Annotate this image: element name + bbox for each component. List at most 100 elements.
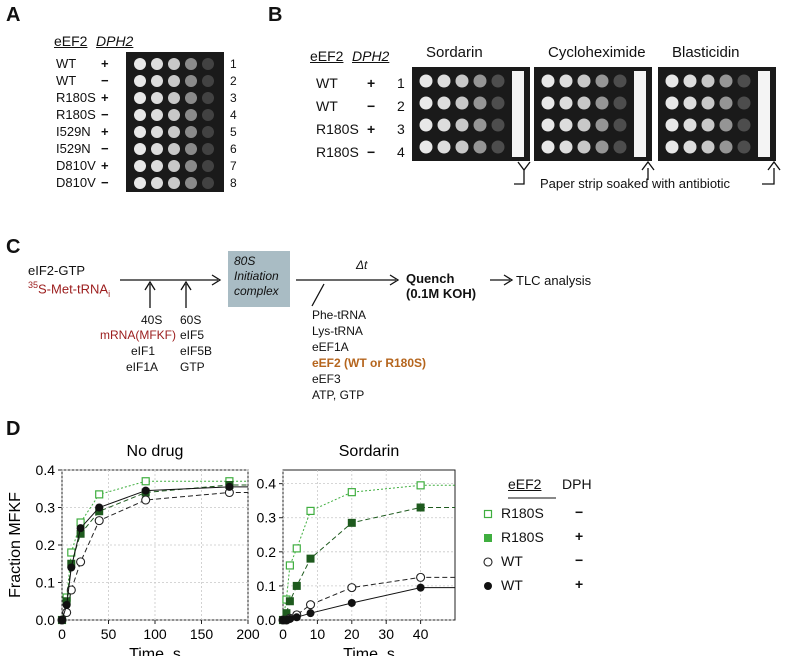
plate-title-cycloheximide: Cycloheximide [548,44,646,61]
chart-point-open-square [95,490,104,499]
yeast-spot [559,74,573,88]
panel-a-row-number: 8 [230,176,237,190]
panel-a-letter: A [6,4,21,26]
chart-point-filled-circle [76,524,85,533]
yeast-spot [202,75,214,87]
yeast-spot [134,160,146,172]
chart-point-open-square [141,477,150,486]
yeast-spot [455,96,469,110]
yeast-spot [595,118,609,132]
panel-b-genotype: WT [316,98,338,114]
quench-label: Quench [406,271,455,286]
ytick-label: 0.0 [257,612,277,628]
series-2 [278,572,455,625]
panel-b-dph2-status: − [367,144,376,160]
ytick-label: 0.1 [36,575,56,591]
yeast-spot [151,143,163,155]
panel-a-dph2-status: + [101,56,109,71]
chart-point-open-square [285,561,294,570]
series-2 [57,487,248,625]
c-add1-40s: 40S [141,313,163,327]
c-add2-60s: 60S [180,313,202,327]
ytick-label: 0.3 [36,500,56,516]
yeast-spot [168,177,180,189]
c-add1-eif1: eIF1 [131,344,156,358]
yeast-spot [151,126,163,138]
yeast-spot [185,75,197,87]
paper-strip [634,71,646,157]
chart-point-filled-circle [95,503,104,512]
c-add2-eif5: eIF5 [180,328,205,342]
yeast-spot [541,118,555,132]
yeast-spot [134,75,146,87]
yeast-spot [683,140,697,154]
yeast-spot [455,140,469,154]
yeast-spot [202,143,214,155]
yeast-spot [559,140,573,154]
panel-a-row-number: 5 [230,125,237,139]
ytick-label: 0.0 [36,612,56,628]
yeast-spot [719,96,733,110]
panel-d-letter: D [6,418,21,440]
ytick-label: 0.1 [257,578,277,594]
chart-0: 0.0 0.1 0.2 0.3 0.4 0 50 100 150 200 No drug Time, … [7,443,260,656]
met-trna-isotope: 35 [28,280,39,290]
xtick-label: 0 [279,626,287,642]
panel-a-genotype: D810V [56,158,96,173]
yeast-spot [134,109,146,121]
c-add2-gtp: GTP [180,360,205,374]
series-0 [57,477,248,625]
xtick-label: 50 [101,626,117,642]
yeast-spot [595,140,609,154]
paper-strip-arrows [514,160,781,185]
panel-b-dph2-status: + [367,75,376,91]
panel-b-dph2-status: − [367,98,376,114]
yeast-spot [185,92,197,104]
legend-dph-status: − [575,552,584,568]
chart-point-open-square [416,481,425,490]
eif2-gtp-label: eIF2-GTP [28,263,86,278]
yeast-spot [559,118,573,132]
chart-point-open-circle [416,572,426,582]
panel-a-row-number: 4 [230,108,237,122]
yeast-spot [577,118,591,132]
chart-point-open-circle [76,557,86,567]
yeast-spot [491,118,505,132]
yeast-spot [151,177,163,189]
yeast-spot [419,140,433,154]
yeast-spot [202,160,214,172]
panel-a-row-number: 2 [230,74,237,88]
panel-a-genotype: WT [56,56,77,71]
xtick-label: 10 [310,626,326,642]
panel-a-header-dph2: DPH2 [96,33,134,49]
yeast-spot [202,58,214,70]
chart-point-open-circle [305,600,316,610]
met-trna-text: S-Met-tRNA [38,281,109,297]
yeast-spot [577,96,591,110]
yeast-spot [202,109,214,121]
yeast-spot [491,140,505,154]
yeast-spot [168,58,180,70]
xtick-label: 40 [413,626,429,642]
initiation-complex-box: 80S Initiation complex [228,251,290,307]
c-add3-phe: Phe-tRNA [312,308,367,322]
c-add3-atp: ATP, GTP [312,388,365,402]
chart-point-filled-circle [58,616,66,624]
yeast-spot [168,75,180,87]
plate-blasticidin [658,67,776,161]
panel-c-letter: C [6,236,21,258]
c-add3-eef3: eEF3 [312,372,341,386]
quench-koh-label: (0.1M KOH) [406,286,477,301]
yeast-spot [737,118,751,132]
yeast-spot [419,96,433,110]
chart-point-filled-circle [416,583,425,592]
legend-label: R180S [501,529,544,545]
yeast-spot [151,109,163,121]
chart-point-open-circle [66,585,76,595]
yeast-spot [701,96,715,110]
legend-markers [483,497,556,590]
panel-a-genotype: I529N [56,141,91,156]
paper-strip-annotation: Paper strip soaked with antibiotic [540,176,731,191]
chart-point-open-circle [483,557,493,567]
yeast-spot [577,74,591,88]
